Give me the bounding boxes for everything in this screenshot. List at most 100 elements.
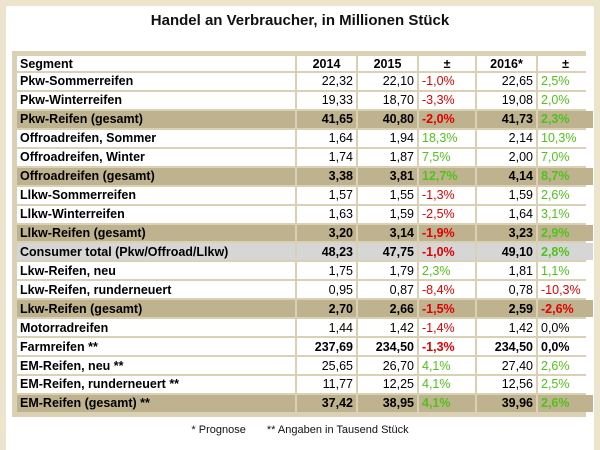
cell-2014: 1,63 <box>297 205 356 223</box>
cell-change-2015: 4,1% <box>419 394 475 412</box>
cell-2015: 22,10 <box>358 73 417 90</box>
cell-2014: 19,33 <box>297 91 356 109</box>
cell-change-2015: -1,3% <box>419 186 475 204</box>
cell-2016: 12,56 <box>477 376 536 393</box>
cell-change-2016: 2,5% <box>538 73 593 90</box>
cell-segment: EM-Reifen, neu ** <box>17 357 295 374</box>
table-row: Farmreifen ** 237,69 234,50 -1,3% 234,50 0,0% <box>17 338 593 356</box>
table-row: EM-Reifen, neu ** 25,65 26,70 4,1% 27,40 2,6% <box>17 357 593 374</box>
cell-2016: 41,73 <box>477 110 536 128</box>
cell-change-2015: 4,1% <box>419 357 475 374</box>
cell-2016: 27,40 <box>477 357 536 374</box>
cell-2016: 49,10 <box>477 243 536 261</box>
cell-segment: Llkw-Winterreifen <box>17 205 295 223</box>
cell-segment: Llkw-Reifen (gesamt) <box>17 224 295 242</box>
cell-segment: Lkw-Reifen, runderneuert <box>17 281 295 299</box>
cell-segment: Farmreifen ** <box>17 338 295 356</box>
cell-change-2015: 7,5% <box>419 148 475 166</box>
cell-2015: 1,42 <box>358 319 417 337</box>
footnote-thousands: ** Angaben in Tausend Stück <box>266 424 409 436</box>
cell-change-2015: -1,4% <box>419 319 475 337</box>
table-row: EM-Reifen, runderneuert ** 11,77 12,25 4,1%… <box>17 376 593 393</box>
cell-change-2015: 4,1% <box>419 376 475 393</box>
cell-segment: Lkw-Reifen (gesamt) <box>17 300 295 318</box>
cell-2014: 1,75 <box>297 262 356 280</box>
header-2015: 2015 <box>358 56 417 71</box>
cell-2016: 19,08 <box>477 91 536 109</box>
cell-2014: 3,38 <box>297 167 356 185</box>
cell-2014: 1,74 <box>297 148 356 166</box>
cell-2016: 2,59 <box>477 300 536 318</box>
cell-change-2016: 3,1% <box>538 205 593 223</box>
table-row: Llkw-Sommerreifen 1,57 1,55 -1,3% 1,59 2,6% <box>17 186 593 204</box>
cell-2014: 41,65 <box>297 110 356 128</box>
cell-change-2016: 2,9% <box>538 224 593 242</box>
footnotes: * Prognose ** Angaben in Tausend Stück <box>0 424 600 436</box>
cell-2015: 3,14 <box>358 224 417 242</box>
cell-change-2016: -10,3% <box>538 281 593 299</box>
cell-2016: 0,78 <box>477 281 536 299</box>
cell-2016: 39,96 <box>477 394 536 412</box>
footnote-prognose: * Prognose <box>191 424 246 436</box>
table-container: Segment 2014 2015 ± 2016* ± Pkw-Sommerre… <box>12 51 593 417</box>
header-2014: 2014 <box>297 56 356 71</box>
cell-2016: 2,00 <box>477 148 536 166</box>
cell-2015: 47,75 <box>358 243 417 261</box>
cell-2015: 40,80 <box>358 110 417 128</box>
cell-change-2016: 0,0% <box>538 338 593 356</box>
table-row: Pkw-Winterreifen 19,33 18,70 -3,3% 19,08 2,0% <box>17 91 593 109</box>
header-2016: 2016* <box>477 56 536 71</box>
cell-2015: 26,70 <box>358 357 417 374</box>
cell-change-2015: -1,3% <box>419 338 475 356</box>
cell-change-2015: 12,7% <box>419 167 475 185</box>
cell-change-2016: -2,6% <box>538 300 593 318</box>
cell-2016: 1,81 <box>477 262 536 280</box>
cell-2015: 2,66 <box>358 300 417 318</box>
cell-2015: 234,50 <box>358 338 417 356</box>
cell-change-2015: -2,5% <box>419 205 475 223</box>
cell-change-2016: 2,6% <box>538 394 593 412</box>
cell-change-2016: 2,6% <box>538 357 593 374</box>
cell-2014: 0,95 <box>297 281 356 299</box>
table-row: Consumer total (Pkw/Offroad/Llkw) 48,23 47… <box>17 243 593 261</box>
cell-change-2016: 8,7% <box>538 167 593 185</box>
cell-segment: EM-Reifen (gesamt) ** <box>17 394 295 412</box>
table-row: Motorradreifen 1,44 1,42 -1,4% 1,42 0,0% <box>17 319 593 337</box>
cell-change-2016: 2,0% <box>538 91 593 109</box>
cell-2015: 18,70 <box>358 91 417 109</box>
table-row: Llkw-Reifen (gesamt) 3,20 3,14 -1,9% 3,23 2,9… <box>17 224 593 242</box>
table-row: Lkw-Reifen (gesamt) 2,70 2,66 -1,5% 2,59 -2,6… <box>17 300 593 318</box>
cell-2014: 48,23 <box>297 243 356 261</box>
cell-2016: 2,14 <box>477 129 536 147</box>
cell-2015: 38,95 <box>358 394 417 412</box>
cell-2014: 2,70 <box>297 300 356 318</box>
header-segment: Segment <box>17 56 295 71</box>
table-row: Lkw-Reifen, runderneuert 0,95 0,87 -8,4% 0,7… <box>17 281 593 299</box>
cell-change-2015: 18,3% <box>419 129 475 147</box>
header-change-1: ± <box>419 56 475 71</box>
cell-2015: 3,81 <box>358 167 417 185</box>
cell-change-2016: 2,8% <box>538 243 593 261</box>
cell-2014: 37,42 <box>297 394 356 412</box>
cell-2016: 3,23 <box>477 224 536 242</box>
cell-2016: 4,14 <box>477 167 536 185</box>
cell-change-2015: -1,0% <box>419 243 475 261</box>
cell-change-2016: 1,1% <box>538 262 593 280</box>
table-row: Offroadreifen, Winter 1,74 1,87 7,5% 2,00 7,0… <box>17 148 593 166</box>
cell-2015: 1,55 <box>358 186 417 204</box>
table-row: Pkw-Sommerreifen 22,32 22,10 -1,0% 22,65 2,5% <box>17 73 593 90</box>
cell-change-2015: -1,9% <box>419 224 475 242</box>
header-change-2: ± <box>538 56 593 71</box>
table-row: Lkw-Reifen, neu 1,75 1,79 2,3% 1,81 1,1% <box>17 262 593 280</box>
sales-table: Segment 2014 2015 ± 2016* ± Pkw-Sommerre… <box>15 54 595 414</box>
cell-2014: 1,57 <box>297 186 356 204</box>
cell-segment: Offroadreifen, Sommer <box>17 129 295 147</box>
cell-change-2015: -2,0% <box>419 110 475 128</box>
cell-segment: Consumer total (Pkw/Offroad/Llkw) <box>17 243 295 261</box>
cell-change-2015: -1,5% <box>419 300 475 318</box>
cell-2014: 25,65 <box>297 357 356 374</box>
cell-change-2015: -1,0% <box>419 73 475 90</box>
cell-segment: Pkw-Sommerreifen <box>17 73 295 90</box>
cell-change-2015: -8,4% <box>419 281 475 299</box>
cell-change-2016: 0,0% <box>538 319 593 337</box>
